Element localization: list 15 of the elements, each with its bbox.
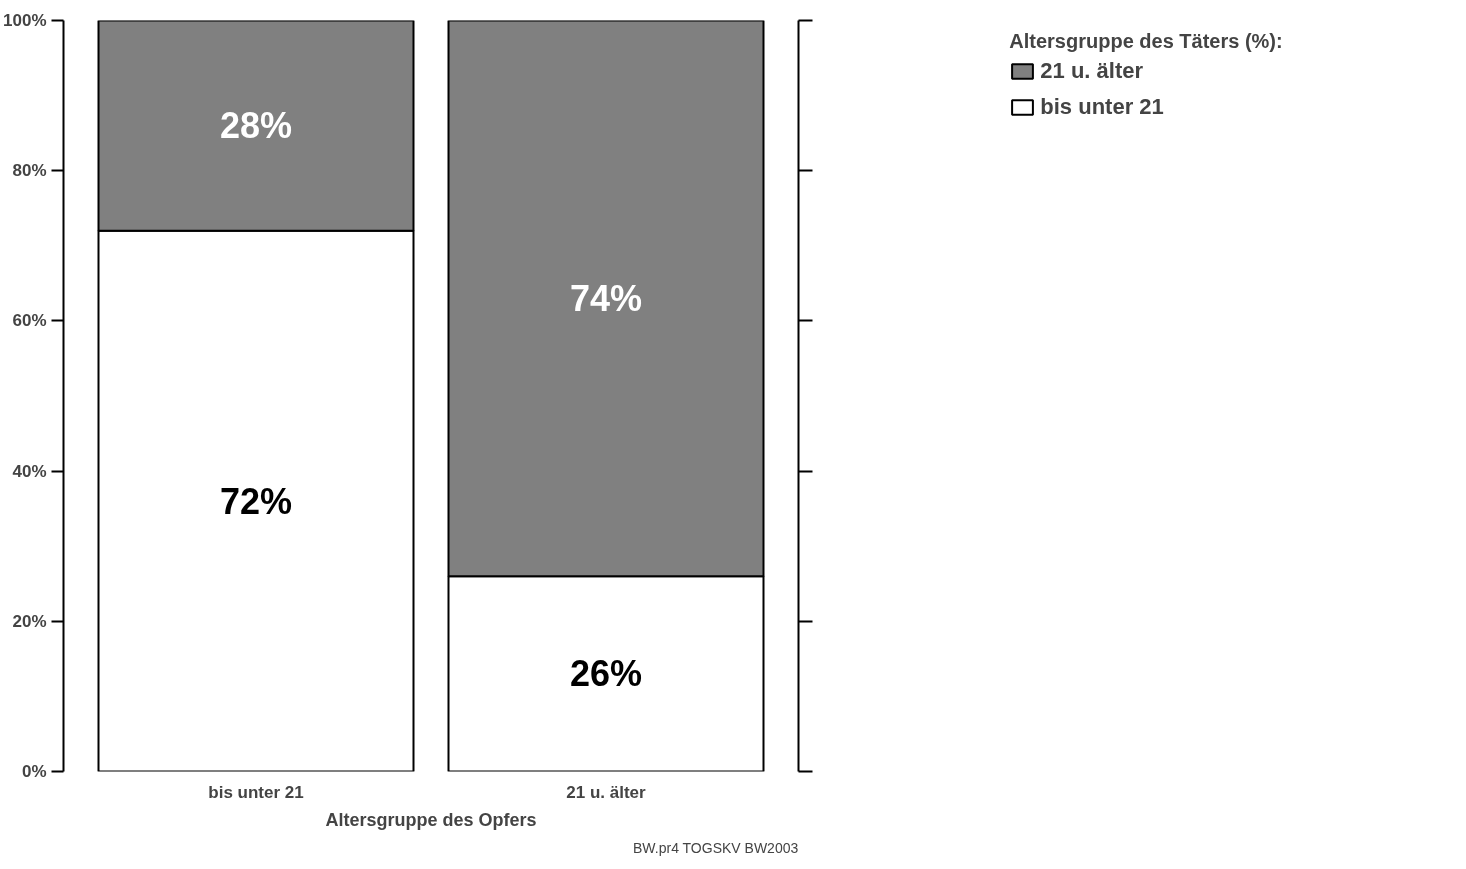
- data-label: 28%: [219, 105, 293, 147]
- x-axis-title: Altersgruppe des Opfers: [325, 809, 537, 830]
- y-tick-label: 20%: [12, 611, 47, 631]
- data-label: 26%: [569, 653, 643, 695]
- y-tick-label: 100%: [3, 11, 47, 30]
- data-label: 72%: [219, 480, 293, 522]
- y-tick-label: 40%: [12, 461, 47, 481]
- legend-title: Altersgruppe des Täters (%):: [1009, 30, 1283, 53]
- text: BW.pr4 TOGSKV BW2003: [633, 839, 799, 856]
- legend-label: 21 u. älter: [1040, 58, 1144, 84]
- legend-label: bis unter 21: [1040, 94, 1164, 120]
- data-label: 74%: [569, 277, 643, 319]
- y-tick-label: 60%: [12, 311, 47, 331]
- y-tick-label: 80%: [12, 161, 47, 181]
- y-tick-label: 0%: [21, 762, 47, 781]
